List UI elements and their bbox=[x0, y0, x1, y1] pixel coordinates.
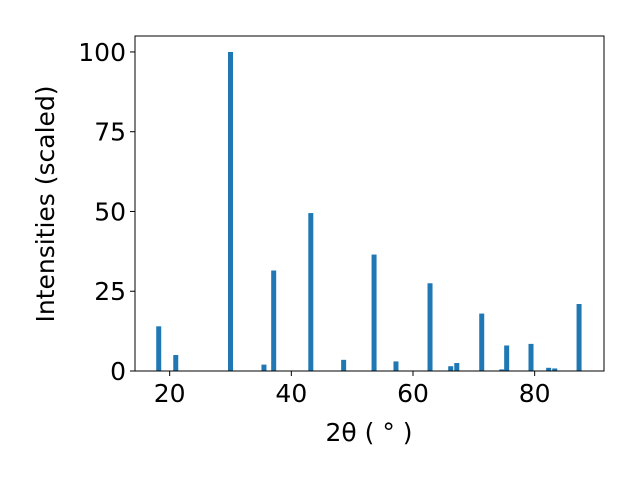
bar bbox=[341, 359, 347, 371]
bar bbox=[156, 326, 162, 371]
bar bbox=[552, 368, 558, 371]
bar bbox=[173, 355, 179, 371]
bar bbox=[454, 363, 460, 371]
bar bbox=[448, 366, 454, 371]
bar bbox=[528, 343, 534, 371]
y-tick-label: 100 bbox=[78, 38, 126, 67]
y-axis-label: Intensities (scaled) bbox=[31, 85, 60, 322]
x-tick-label: 40 bbox=[275, 379, 307, 408]
plot-frame bbox=[134, 35, 605, 372]
bar bbox=[504, 345, 510, 371]
bar bbox=[479, 313, 485, 371]
bar bbox=[427, 283, 433, 371]
bar bbox=[371, 254, 377, 371]
y-tick-label: 75 bbox=[94, 118, 126, 147]
bar bbox=[576, 304, 582, 371]
bar bbox=[308, 213, 314, 371]
x-tick-label: 80 bbox=[519, 379, 551, 408]
bar bbox=[499, 369, 505, 371]
y-tick-label: 25 bbox=[94, 277, 126, 306]
x-tick-label: 60 bbox=[397, 379, 429, 408]
x-tick-label: 20 bbox=[154, 379, 186, 408]
bar bbox=[261, 364, 267, 371]
bar bbox=[228, 51, 234, 371]
y-tick-label: 0 bbox=[110, 357, 126, 386]
x-axis-label: 2θ ( ° ) bbox=[325, 418, 412, 447]
bar bbox=[546, 367, 552, 371]
y-tick-label: 50 bbox=[94, 197, 126, 226]
bar bbox=[393, 361, 399, 371]
bar bbox=[271, 270, 277, 371]
